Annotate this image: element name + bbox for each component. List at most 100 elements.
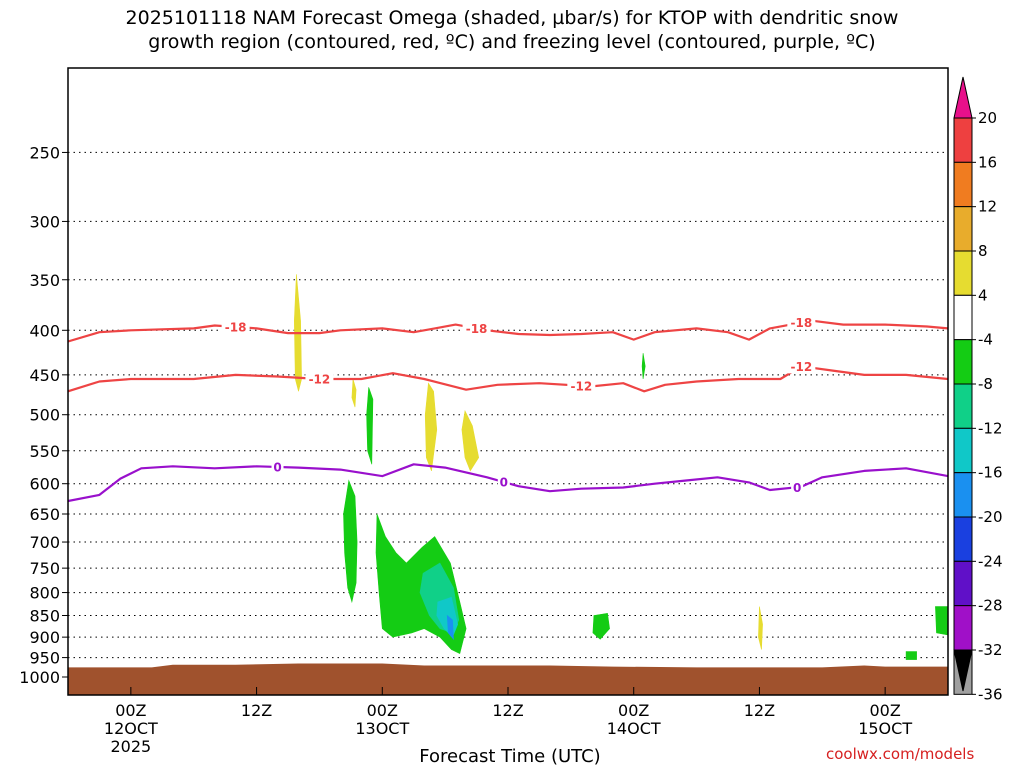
x-tick-label: 00Z [618,701,649,720]
contour-label: 0 [500,476,508,490]
contour-label-bg [221,319,250,334]
colorbar-label: 20 [978,109,997,127]
colorbar-label: -12 [978,419,1003,437]
contour-label-bg [787,315,816,330]
omega-region [366,387,374,465]
colorbar-label: -36 [978,685,1003,703]
y-tick-label: 650 [29,505,60,524]
omega-region [461,409,480,472]
y-tick-label: 1000 [19,668,60,687]
colorbar-top-arrow [953,76,973,119]
colorbar-label: -16 [978,464,1003,482]
contour-label: -12 [309,373,331,387]
colorbar-label: 4 [978,286,988,304]
y-tick-label: 400 [29,321,60,340]
x-tick-label: 15OCT [858,719,912,738]
y-tick-label: 550 [29,442,60,461]
contour-line [68,365,948,393]
terrain-fill [68,663,948,695]
y-tick-label: 500 [29,406,60,425]
omega-shading [293,274,948,660]
colorbar-band [953,206,973,252]
contour-label-bg [791,480,804,495]
grid-lines [68,151,948,678]
colorbar-band [953,117,973,163]
contour-label: -18 [790,316,812,330]
contour-line [68,319,948,343]
x-tick-label: 00Z [869,701,900,720]
colorbar-band [953,516,973,562]
y-tick-label: 950 [29,649,60,668]
colorbar-label: 12 [978,198,997,216]
colorbar-band [953,294,973,341]
colorbar-label: -4 [978,331,993,349]
contour-label-bg [567,378,596,393]
colorbar-band [953,250,973,296]
contour-label: -12 [790,360,812,374]
y-tick-label: 750 [29,559,60,578]
colorbar-band [953,383,973,429]
x-tick-label: 12Z [492,701,523,720]
temperature-contours: -18 -18 -18 -12 -12 -12 0 0 0 [68,315,948,503]
colorbar-label: 8 [978,242,988,260]
contour-label: -12 [570,379,592,393]
x-tick-label: 12Z [744,701,775,720]
contour-label-bg [787,359,816,374]
omega-region [592,612,610,640]
credit-link[interactable]: coolwx.com/models [826,745,975,763]
omega-region [351,378,357,408]
omega-region [446,614,454,641]
terrain [68,663,948,695]
omega-region [641,353,646,380]
contour-label: -18 [466,322,488,336]
colorbar-band [953,161,973,208]
chart-title: 2025101118 NAM Forecast Omega (shaded, µ… [125,7,899,53]
contour-label: -18 [225,320,247,334]
x-tick-label: 13OCT [355,719,409,738]
contour-label-bg [497,475,510,490]
x-tick-label: 2025 [110,737,151,756]
colorbar-band [953,339,973,385]
omega-region [935,606,948,636]
colorbar-label: -28 [978,597,1003,615]
plot-frame [67,67,949,696]
colorbar-band [953,560,973,607]
contour-label-bg [271,459,284,474]
x-tick-label: 00Z [367,701,398,720]
colorbar-band [953,427,973,474]
x-axis-title: Forecast Time (UTC) [419,746,601,767]
colorbar-label: -32 [978,641,1003,659]
colorbar-label: -20 [978,508,1003,526]
colorbar-band [953,472,973,518]
omega-region [905,651,917,660]
colorbar-label: -24 [978,552,1003,570]
colorbar-bottom-arrow [953,649,973,692]
y-tick-label: 800 [29,584,60,603]
x-tick-label: 00Z [115,701,146,720]
y-tick-label: 450 [29,366,60,385]
y-tick-label: 900 [29,628,60,647]
y-tick-label: 250 [29,143,60,162]
x-tick-label: 12OCT [104,719,158,738]
contour-label: 0 [273,460,281,474]
contour-label-bg [462,321,491,336]
contour-label-bg [305,372,334,387]
contour-line [68,463,948,503]
colorbar-label: -8 [978,375,993,393]
y-tick-label: 350 [29,271,60,290]
omega-region [424,382,438,472]
colorbar: 20 16 12 8 4 -4 -8 -12 -16 -20 -24 -28 -32 -36 [953,76,1003,703]
x-tick-label: 14OCT [607,719,661,738]
omega-region [758,606,763,650]
y-tick-label: 300 [29,212,60,231]
y-tick-label: 850 [29,607,60,626]
y-axis: 250 300 350 400 450 500 550 600 650 700 750 800 850 9… [19,143,68,687]
omega-region [343,479,358,604]
x-tick-label: 12Z [241,701,272,720]
y-tick-label: 600 [29,475,60,494]
colorbar-band [953,605,973,651]
colorbar-label: 16 [978,153,997,171]
contour-label: 0 [793,481,801,495]
